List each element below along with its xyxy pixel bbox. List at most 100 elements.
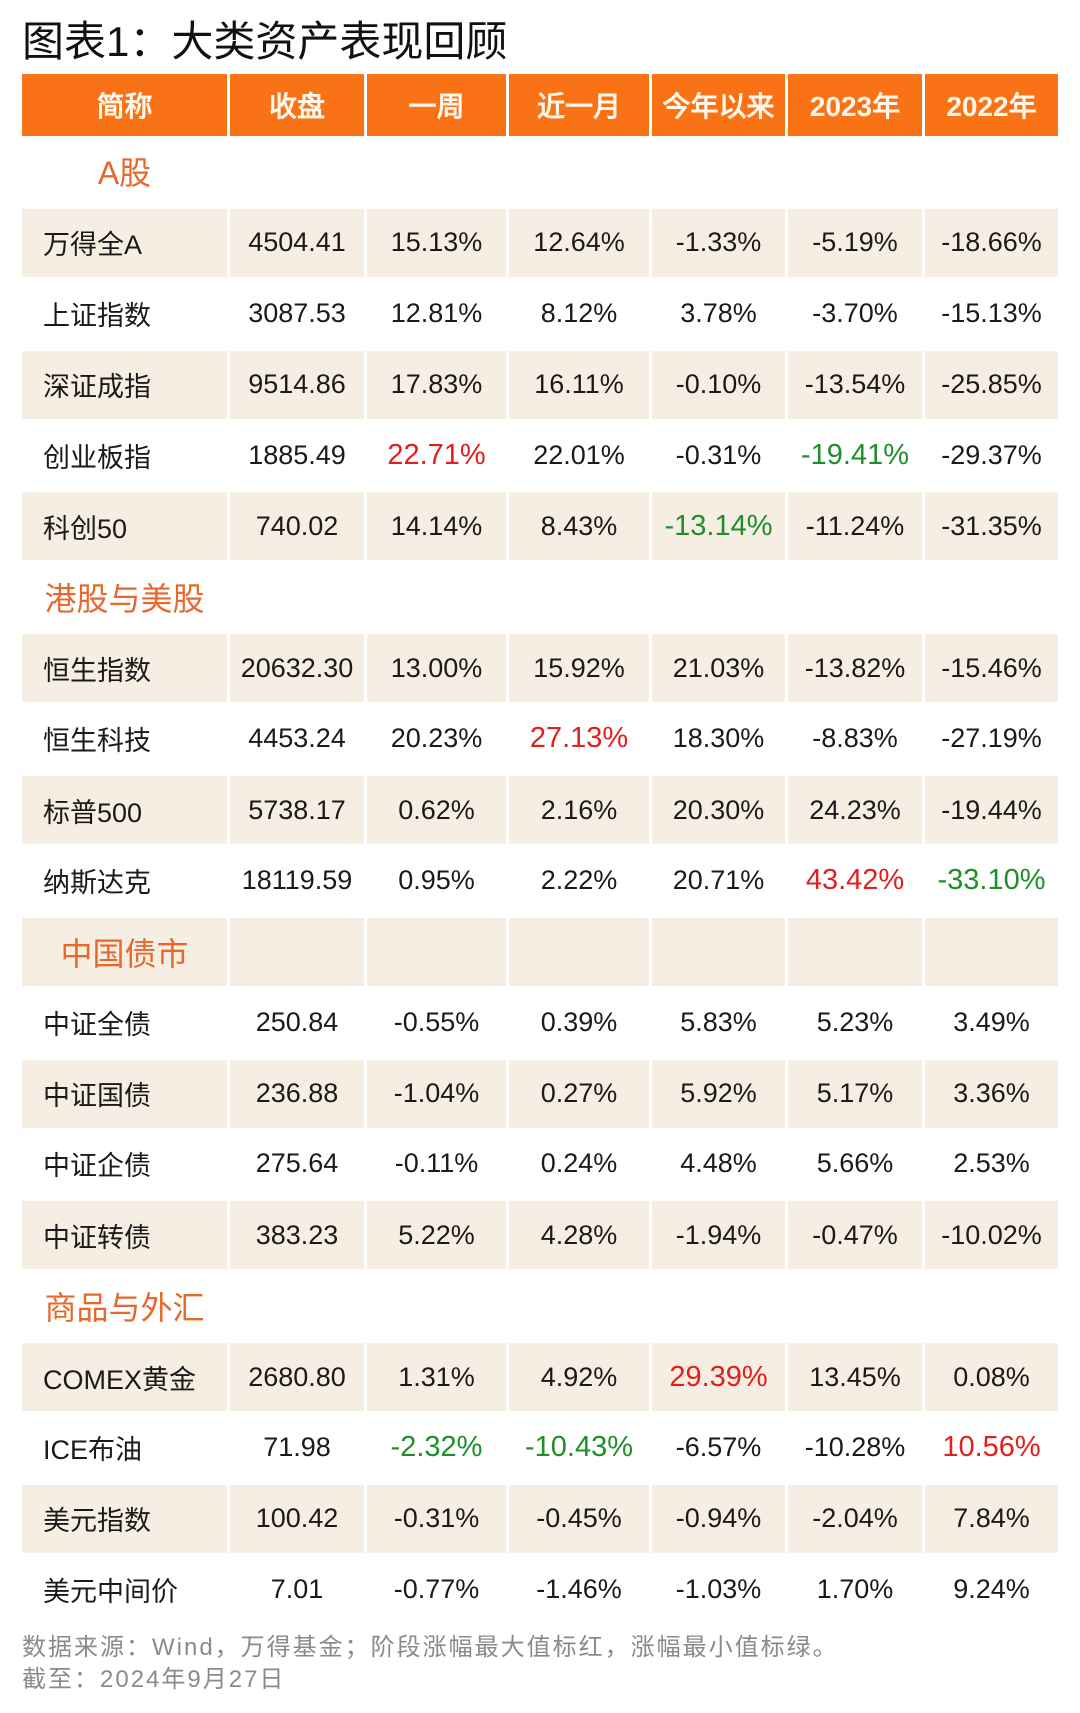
y2023-change: -3.70% [812,297,898,328]
empty-cell [925,1270,1058,1341]
asset-name: 中证国债 [22,1059,227,1128]
asset-name: 创业板指 [43,442,151,473]
empty-cell [367,1270,506,1341]
y2022-change: -25.85% [925,350,1058,419]
close-value: 4504.41 [230,208,364,277]
table-row: 中证转债 383.23 5.22% 4.28% -1.94% -0.47% -1… [22,1199,1058,1270]
empty-cell [230,917,364,986]
y2022-change: -18.66% [925,208,1058,277]
ytd-change: -1.94% [652,1201,785,1270]
close-value: 2680.80 [230,1343,364,1412]
column-header-month: 近一月 [509,74,649,136]
ytd-change: -0.31% [675,439,762,470]
y2022-change: 3.36% [925,1059,1058,1128]
table-row: COMEX黄金 2680.80 1.31% 4.92% 29.39% 13.45… [22,1341,1058,1412]
asset-name: ICE布油 [43,1434,143,1465]
month-change: 8.43% [509,492,649,561]
empty-cell [652,136,785,207]
asset-name: 万得全A [22,208,227,277]
y2023-change: 5.17% [788,1059,922,1128]
empty-cell [509,917,649,986]
asset-name: 恒生指数 [22,634,227,703]
empty-cell [925,561,1058,632]
table-row: 中证企债 275.64 -0.11% 0.24% 4.48% 5.66% 2.5… [22,1128,1058,1199]
ytd-change: 29.39% [652,1343,785,1412]
y2023-change: -5.19% [788,208,922,277]
close-value: 9514.86 [230,350,364,419]
y2022-change: 2.53% [953,1148,1030,1179]
section-label: 中国债市 [22,917,227,986]
y2022-change: 3.49% [953,1006,1030,1037]
column-header-close: 收盘 [230,74,364,136]
close-value: 20632.30 [230,634,364,703]
y2023-change: 5.66% [816,1148,894,1179]
close-value: 236.88 [230,1059,364,1128]
month-change: 4.28% [509,1201,649,1270]
y2023-change: -10.28% [804,1431,906,1462]
table-row: 美元中间价 7.01 -0.77% -1.46% -1.03% 1.70% 9.… [22,1554,1058,1625]
empty-cell [367,561,506,632]
asset-name: 恒生科技 [43,726,151,757]
y2022-change: -27.19% [941,723,1042,754]
ytd-change: -1.03% [675,1573,762,1604]
asset-name: 美元中间价 [43,1576,178,1607]
empty-cell [367,136,506,207]
empty-cell [788,136,922,207]
close-value: 3087.53 [248,297,346,328]
week-change: 17.83% [367,350,506,419]
month-change: 4.92% [509,1343,649,1412]
close-value: 275.64 [255,1148,339,1179]
table-row: 标普500 5738.17 0.62% 2.16% 20.30% 24.23% … [22,774,1058,845]
table-row: 中证国债 236.88 -1.04% 0.27% 5.92% 5.17% 3.3… [22,1058,1058,1129]
empty-cell [652,1270,785,1341]
y2022-change: 7.84% [925,1484,1058,1553]
section-row-a-shares: A股 [22,136,1058,207]
y2022-change: -15.13% [941,297,1042,328]
week-change: 20.23% [390,723,483,754]
section-label: 商品与外汇 [44,1289,205,1326]
empty-cell [788,917,922,986]
asset-name: 上证指数 [43,300,151,331]
week-change: -0.55% [393,1006,480,1037]
asset-name: 中证全债 [43,1009,151,1040]
ytd-change: -0.10% [652,350,785,419]
section-label: A股 [97,155,152,192]
close-value: 740.02 [230,492,364,561]
week-change: 14.14% [367,492,506,561]
ytd-change: 21.03% [652,634,785,703]
week-change: 1.31% [367,1343,506,1412]
week-change: 5.22% [367,1201,506,1270]
ytd-change: 18.30% [672,723,765,754]
month-change: 27.13% [529,722,629,755]
month-change: 12.64% [509,208,649,277]
month-change: -0.45% [509,1484,649,1553]
week-change: 15.13% [367,208,506,277]
week-change: -0.11% [394,1148,479,1179]
data-source-note: 数据来源：Wind，万得基金；阶段涨幅最大值标红，涨幅最小值标绿。 [22,1634,839,1661]
y2022-change: -19.44% [925,776,1058,845]
y2023-change: -2.04% [788,1484,922,1553]
y2022-change: 0.08% [925,1343,1058,1412]
figure-title: 图表1：大类资产表现回顾 [22,18,508,65]
y2022-change: -29.37% [941,439,1042,470]
close-value: 71.98 [263,1431,331,1462]
month-change: 16.11% [509,350,649,419]
table-row: 深证成指 9514.86 17.83% 16.11% -0.10% -13.54… [22,349,1058,420]
y2022-change: -10.02% [925,1201,1058,1270]
empty-cell [509,561,649,632]
table-row: 中证全债 250.84 -0.55% 0.39% 5.83% 5.23% 3.4… [22,987,1058,1058]
week-change: -0.77% [393,1573,480,1604]
section-label: 港股与美股 [44,580,205,617]
asset-name: 中证企债 [43,1151,151,1182]
table-header: 简称 收盘 一周 近一月 今年以来 2023年 2022年 [22,74,1058,136]
ytd-change: 5.92% [652,1059,785,1128]
empty-cell [652,917,785,986]
section-row-china-bonds: 中国债市 [22,916,1058,987]
month-change: 2.16% [509,776,649,845]
empty-cell [230,561,364,632]
asset-name: 科创50 [22,492,227,561]
table-row: 创业板指 1885.49 22.71% 22.01% -0.31% -19.41… [22,420,1058,491]
close-value: 7.01 [270,1573,324,1604]
as-of-date: 截至：2024年9月27日 [22,1666,286,1693]
y2022-change: -15.46% [925,634,1058,703]
